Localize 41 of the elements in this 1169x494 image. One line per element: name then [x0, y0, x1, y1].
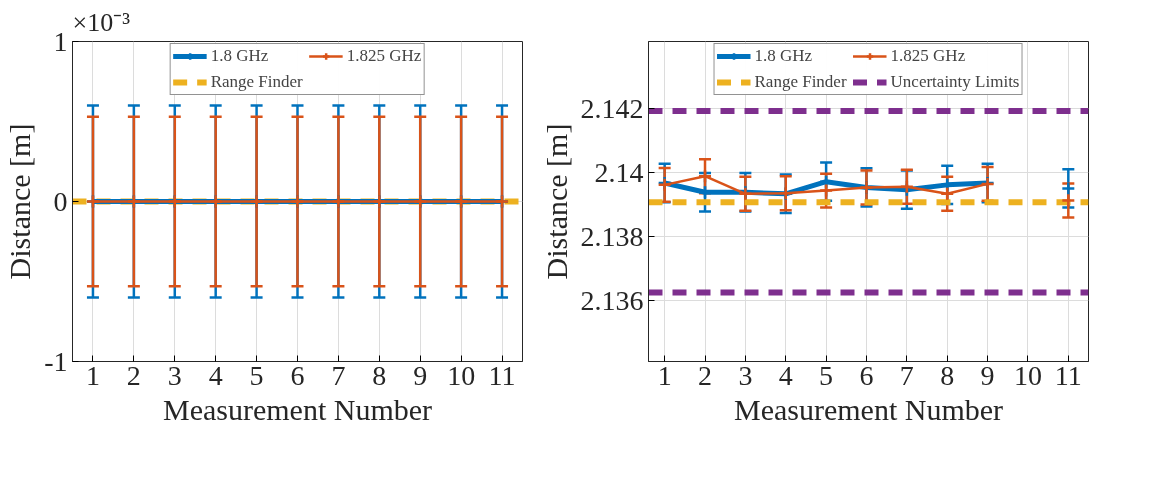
y-axis-title: Distance [m]: [539, 123, 573, 280]
legend-label: Uncertainty Limits: [890, 72, 1020, 92]
y-tick-label: 2.138: [580, 220, 644, 252]
x-tick-label: 3: [738, 359, 753, 391]
x-axis-title: Measurement Number: [733, 392, 1004, 426]
x-tick-label: 5: [249, 359, 264, 391]
x-tick-label: 11: [1054, 359, 1082, 391]
y-tick-label: 0: [53, 185, 68, 217]
x-tick-label: 1: [85, 359, 100, 391]
x-tick-label: 4: [208, 359, 223, 391]
x-tick-label: 8: [372, 359, 387, 391]
x-tick-label: 10: [1013, 359, 1042, 391]
y-tick-label: 1: [53, 25, 68, 57]
legend-label: 1.825 GHz: [346, 46, 422, 66]
x-tick-label: 1: [657, 359, 672, 391]
y-tick-label: 2.136: [580, 284, 644, 316]
x-tick-label: 2: [126, 359, 141, 391]
x-tick-label: 8: [940, 359, 955, 391]
x-tick-label: 7: [331, 359, 346, 391]
x-tick-label: 4: [778, 359, 793, 391]
legend-label: 1.825 GHz: [890, 46, 966, 66]
text: ×10⁻³: [72, 7, 131, 37]
x-tick-label: 6: [290, 359, 305, 391]
x-tick-label: 10: [447, 359, 476, 391]
legend-label: Range Finder: [210, 72, 303, 92]
y-tick-label: 2.142: [580, 92, 644, 124]
x-tick-label: 9: [413, 359, 428, 391]
x-tick-label: 7: [899, 359, 914, 391]
x-tick-label: 5: [819, 359, 834, 391]
y-tick-label: -1: [44, 345, 68, 377]
x-tick-label: 9: [980, 359, 995, 391]
y-axis-title: Distance [m]: [3, 123, 37, 280]
legend-label: 1.8 GHz: [210, 46, 269, 66]
legend-label: Range Finder: [754, 72, 847, 92]
x-tick-label: 2: [698, 359, 713, 391]
x-tick-label: 3: [167, 359, 182, 391]
y-tick-label: 2.14: [594, 156, 644, 188]
x-tick-label: 6: [859, 359, 874, 391]
x-axis-title: Measurement Number: [162, 392, 433, 426]
legend-label: 1.8 GHz: [754, 46, 813, 66]
x-tick-label: 11: [488, 359, 516, 391]
